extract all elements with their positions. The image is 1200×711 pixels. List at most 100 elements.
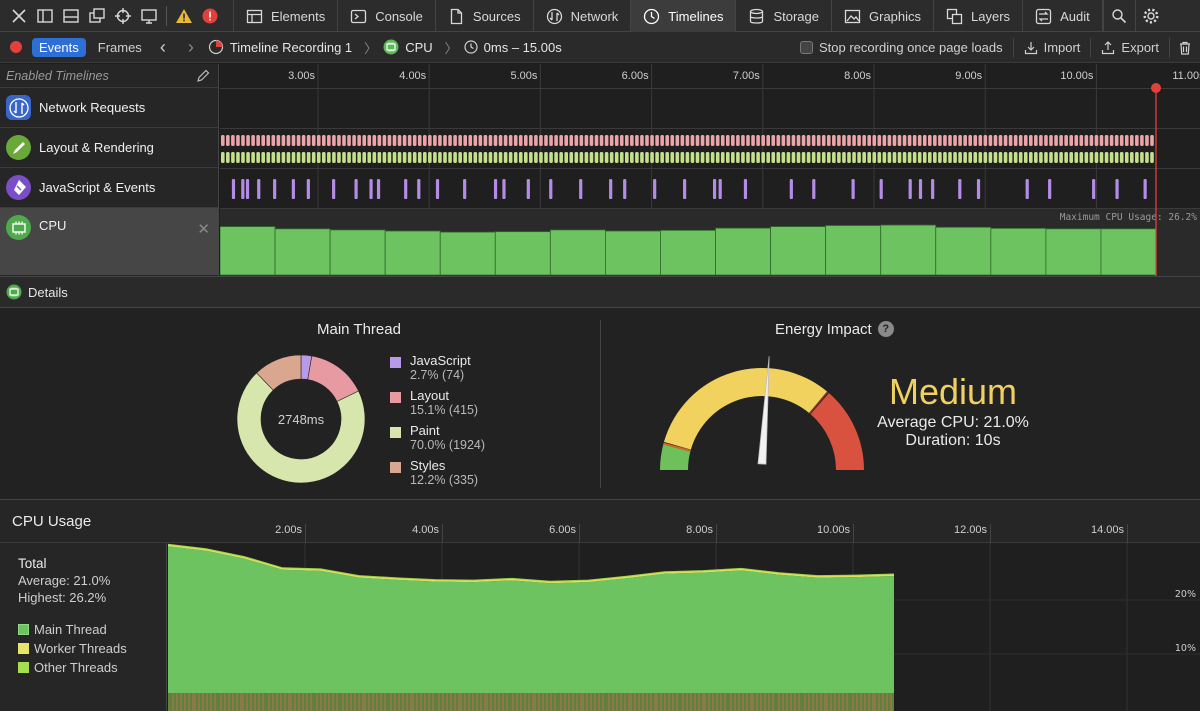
cpu-activity-mark (614, 693, 616, 711)
paint-mark (1059, 152, 1063, 163)
paint-mark (1013, 152, 1018, 163)
cpu-activity-mark (712, 693, 714, 711)
layout-mark (1135, 135, 1139, 146)
crosshair-icon[interactable] (110, 4, 136, 28)
cpu-activity-mark (168, 693, 170, 711)
cpu-activity-mark (818, 693, 820, 711)
breadcrumb-recording[interactable]: Timeline Recording 1 (229, 39, 353, 55)
error-icon[interactable] (197, 4, 223, 28)
dock-bottom-icon[interactable] (58, 4, 84, 28)
layout-mark (392, 135, 397, 146)
close-icon[interactable] (6, 4, 32, 28)
layout-mark (503, 135, 508, 146)
cpu-activity-mark (852, 693, 854, 711)
cpu-activity-mark (654, 693, 656, 711)
paint-mark (377, 152, 382, 163)
layout-mark (281, 135, 286, 146)
layout-mark (574, 135, 579, 146)
paint-mark (266, 152, 271, 163)
layout-mark (645, 135, 649, 146)
timeline-row-label: Network Requests (39, 100, 146, 115)
cpu-activity-mark (636, 693, 638, 711)
legend-swatch (390, 462, 401, 473)
cpu-usage-chart[interactable]: 20% 10% (168, 543, 1200, 711)
layout-mark (715, 135, 720, 146)
paint-mark (1049, 152, 1053, 163)
cpu-activity-mark (698, 693, 700, 711)
cpu-bar (990, 227, 1047, 276)
paint-mark (938, 152, 942, 163)
stop-recording-checkbox[interactable] (800, 41, 813, 54)
cpu-bar (439, 231, 496, 276)
layout-mark (842, 135, 846, 146)
search-icon[interactable] (1102, 0, 1135, 32)
timeline-row-cpu[interactable]: CPU ✕ (0, 208, 218, 275)
paint-mark (650, 152, 654, 163)
gear-icon[interactable] (1134, 0, 1167, 32)
breadcrumb-cpu[interactable]: CPU (405, 39, 433, 55)
dock-side-icon[interactable] (32, 4, 58, 28)
cpu-activity-mark (366, 693, 368, 711)
layout-mark (488, 135, 493, 146)
forward-arrow-icon[interactable]: › (187, 36, 194, 57)
layout-mark (847, 135, 851, 146)
timeline-row-javascript[interactable]: JavaScript & Events (0, 168, 218, 208)
layout-mark (731, 135, 735, 146)
javascript-mark (908, 179, 912, 199)
layout-mark (1008, 135, 1013, 146)
tab-storage[interactable]: Storage (736, 0, 832, 32)
layout-mark (781, 135, 786, 146)
cpu-activity-mark (258, 693, 260, 711)
tab-layers[interactable]: Layers (934, 0, 1024, 32)
timeline-row-layout[interactable]: Layout & Rendering (0, 128, 218, 168)
cpu-activity-mark (192, 693, 194, 711)
javascript-mark (463, 179, 467, 199)
legend-name: Paint (410, 423, 440, 438)
timeline-row-network[interactable]: Network Requests (0, 88, 218, 128)
export-button[interactable]: Export (1090, 37, 1169, 58)
cpu-activity-mark (314, 693, 316, 711)
cpu-bar (605, 230, 661, 276)
tab-network[interactable]: Network (534, 0, 632, 32)
tab-console[interactable]: Console (338, 0, 436, 32)
layout-mark (327, 135, 331, 146)
layout-mark (397, 135, 402, 146)
cpu-activity-mark (186, 693, 188, 711)
events-toggle[interactable]: Events (32, 37, 86, 57)
cpu-activity-mark (420, 693, 422, 711)
tab-graphics[interactable]: Graphics (832, 0, 935, 32)
layout-mark (933, 135, 937, 146)
cpu-activity-mark (862, 693, 864, 711)
cpu-activity-mark (790, 693, 792, 711)
device-icon[interactable] (136, 4, 162, 28)
paint-mark (1114, 152, 1119, 163)
undock-icon[interactable] (84, 4, 110, 28)
legend-swatch (18, 624, 29, 635)
layout-mark (806, 135, 811, 146)
tab-sources[interactable]: Sources (436, 0, 534, 32)
cpu-activity-mark (768, 693, 770, 711)
cpu-activity-mark (596, 693, 598, 711)
legend-name: Worker Threads (34, 641, 127, 656)
record-button[interactable] (10, 41, 22, 53)
timeline-overview[interactable]: Maximum CPU Usage: 26.2% 3.00s 4.00s 5.00s… (220, 64, 1200, 276)
tab-timelines[interactable]: Timelines (631, 0, 737, 32)
paint-mark (811, 152, 816, 163)
tab-elements[interactable]: Elements (234, 0, 339, 32)
energy-summary: Medium Average CPU: 21.0% Duration: 10s (868, 370, 1038, 450)
frames-toggle[interactable]: Frames (97, 39, 142, 55)
tab-audit[interactable]: Audit (1023, 0, 1103, 32)
warning-icon[interactable] (171, 4, 197, 28)
cpu-bar (220, 226, 276, 276)
layout-mark (412, 135, 417, 146)
edit-pencil-icon[interactable] (196, 69, 210, 83)
back-arrow-icon[interactable]: ‹ (159, 36, 166, 57)
layout-mark (857, 135, 861, 146)
import-button[interactable]: Import (1012, 37, 1091, 58)
close-icon[interactable]: ✕ (197, 221, 210, 238)
help-icon[interactable]: ? (877, 321, 894, 337)
paint-mark (872, 152, 877, 163)
paint-mark (604, 152, 609, 163)
clear-button[interactable] (1169, 37, 1200, 58)
breadcrumb-range[interactable]: 0ms – 15.00s (483, 39, 562, 55)
